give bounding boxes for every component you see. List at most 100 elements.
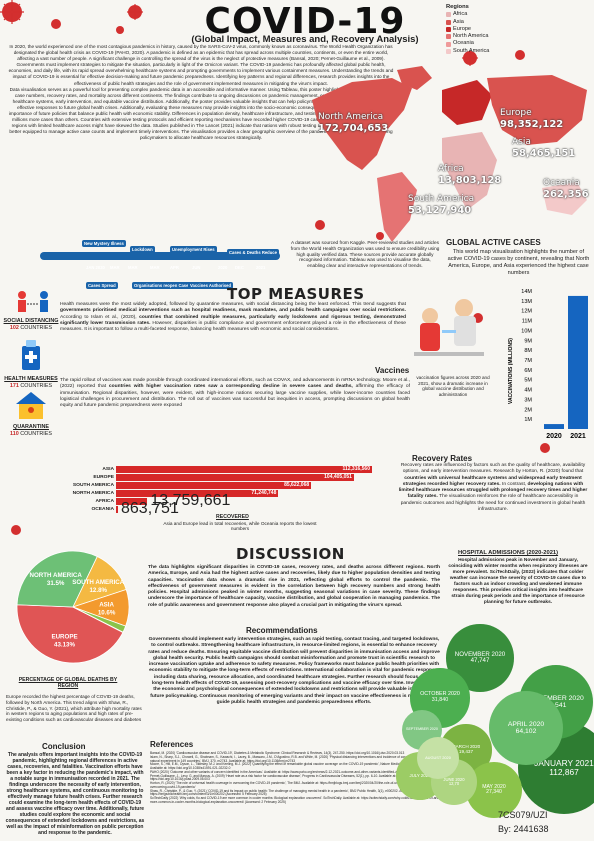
intro-section: In 2020, the world experienced one of th… — [6, 44, 396, 142]
global-cases-text: This world map visualisation highlights … — [447, 249, 590, 276]
recovered-bar-row: OCEANIA 863,751 — [58, 500, 178, 517]
y-tick-label: 8M — [524, 348, 532, 354]
bubble-value-label: 19,437 — [458, 748, 474, 754]
timeline-event: Vaccines Authorised — [188, 282, 234, 289]
recovered-bar-label: ASIA — [102, 466, 114, 472]
map-label-asia: Asia 58,465,151 — [512, 137, 576, 159]
map-legend: Regions Africa Asia Europe North America… — [446, 4, 489, 55]
legend-item: Africa — [446, 11, 489, 18]
legend-label: Europe — [453, 25, 472, 32]
timeline-event: Cases Spread — [86, 282, 118, 289]
y-tick-label: 10M — [521, 328, 532, 334]
legend-swatch — [446, 12, 451, 18]
y-tick-label: 3M — [524, 397, 532, 403]
legend-item: Europe — [446, 26, 489, 33]
bubble-month-label: SEPTEMBER 2020 — [405, 727, 438, 732]
virus-icon — [376, 232, 384, 240]
map-label-oceania: Oceania 262,356 — [543, 178, 589, 200]
recovered-bar-row: EUROPE 104,405,051 — [58, 473, 354, 481]
legend-swatch — [446, 19, 451, 25]
bubble-month-label: OCTOBER 2020 — [420, 691, 460, 698]
recovered-bar-value: 13,759,661 — [150, 492, 231, 509]
course-code: 7CS079/UZI — [498, 810, 548, 820]
y-tick-label: 6M — [524, 368, 532, 374]
vaccination-bar — [544, 424, 564, 429]
source-note: A dataset was sourced from Kaggle. Peer-… — [290, 240, 440, 269]
timeline-track — [40, 252, 280, 260]
recovered-caption: Asia and Europe lead in total recoveries… — [163, 521, 317, 531]
conclusion-heading: Conclusion — [42, 742, 86, 751]
vaccination-bar — [568, 295, 588, 429]
reference-item: Moore, S., Hill, E.M., Dyson, L., Tildes… — [150, 762, 433, 770]
vaccination-ylabel: VACCINATIONS (MILLIONS) — [508, 338, 514, 404]
legend-item: Asia — [446, 19, 489, 26]
reference-item: Bansal, M. (2020) 'Cardiovascular diseas… — [150, 751, 405, 755]
reference-item: Horton, R. (2020) 'The role of universal… — [150, 781, 436, 789]
bubble-value-label: 47,747 — [470, 656, 490, 664]
legend-label: South America — [453, 47, 490, 54]
admission-bubble: AUGUST 2020 — [416, 736, 460, 780]
timeline-event: New Mystery Illness — [82, 240, 126, 247]
recovered-bar-label: AFRICA — [95, 498, 114, 504]
y-tick-label: 12M — [521, 309, 532, 315]
recovered-bar-row: ASIA 112,316,560 — [58, 465, 372, 473]
map-label-africa: Africa 13,803,128 — [438, 164, 502, 186]
map-south-america — [377, 172, 417, 242]
bubble-month-label: DECEMBER 2020 — [528, 694, 584, 702]
measure-count: 110 COUNTRIES — [10, 431, 52, 437]
recovered-bar — [116, 505, 118, 513]
y-tick-label: 5M — [524, 378, 532, 384]
reference-item: PAHO (2020) 'Outcome and other variants … — [150, 769, 409, 774]
virus-icon — [51, 19, 61, 29]
y-tick-label: 4M — [524, 388, 532, 394]
global-cases-heading: GLOBAL ACTIVE CASES — [446, 238, 541, 247]
pie-value-label: 12.8% — [89, 587, 107, 594]
recovery-heading: Recovery Rates — [412, 454, 473, 463]
pie-value-label: 43.13% — [54, 642, 75, 649]
y-tick-label: 9M — [524, 338, 532, 344]
legend-item: South America — [446, 48, 489, 55]
top-measures-heading: TOP MEASURES — [227, 285, 365, 303]
legend-label: North America — [453, 33, 489, 40]
bubble-month-label: NOVEMBER 2020 — [454, 650, 506, 658]
pie-category-label: SOUTH AMERICA — [72, 579, 125, 586]
recommendations-heading: Recommendations — [246, 626, 318, 635]
bubble-month-label: JULY 2020 — [409, 772, 431, 778]
recovered-bar-value: 104,405,051 — [324, 474, 352, 480]
map-asia — [487, 75, 587, 145]
x-tick-label: 2020 — [546, 433, 562, 440]
legend-label: Africa — [453, 11, 468, 18]
pie-category-label: EUROPE — [51, 634, 77, 641]
recovered-bar-label: EUROPE — [93, 474, 114, 480]
y-tick-label: 13M — [521, 299, 532, 305]
legend-label: Oceania — [453, 40, 474, 47]
bubble-month-label: JANUARY 2021 — [534, 758, 594, 769]
map-greenland — [397, 66, 432, 90]
discussion-heading: DISCUSSION — [236, 545, 345, 563]
timeline-month: MAR — [110, 265, 120, 270]
measure-count: 171 COUNTRIES — [9, 383, 53, 389]
y-tick-label: 7M — [524, 358, 532, 364]
map-north-america — [312, 78, 412, 170]
recommendations-text: Governments should implement early inter… — [148, 637, 440, 705]
timeline-event: Unemployment Rises — [170, 246, 217, 253]
pie-value-label: 10.6% — [98, 609, 116, 616]
map-label-europe: Europe 98,352,122 — [500, 108, 564, 130]
references-list: Bansal, M. (2020) 'Cardiovascular diseas… — [150, 751, 440, 805]
legend-swatch — [446, 48, 451, 54]
page-subtitle: (Global Impact, Measures and, Recovery A… — [191, 34, 419, 45]
hospital-text: Hospital admissions peak in November and… — [448, 558, 588, 605]
recovered-bar-value: 863,751 — [121, 500, 179, 517]
timeline-month: MAR — [128, 265, 138, 270]
measure-count: 102 COUNTRIES — [9, 325, 53, 331]
bubble-month-label: MARCH 2020 — [451, 744, 481, 750]
pie-category-label: NORTH AMERICA — [29, 572, 82, 579]
virus-icon — [315, 220, 325, 230]
recovered-bar-label: NORTH AMERICA — [72, 490, 114, 496]
legend-item: Oceania — [446, 40, 489, 47]
y-tick-label: 2M — [524, 407, 532, 413]
reference-item: Pernet-Guillaume, J., Levy, G. and Marcu… — [150, 773, 397, 782]
measure-label: HEALTH MEASURES — [4, 376, 58, 382]
recovered-bar-row: SOUTH AMERICA 85,622,068 — [58, 481, 312, 489]
